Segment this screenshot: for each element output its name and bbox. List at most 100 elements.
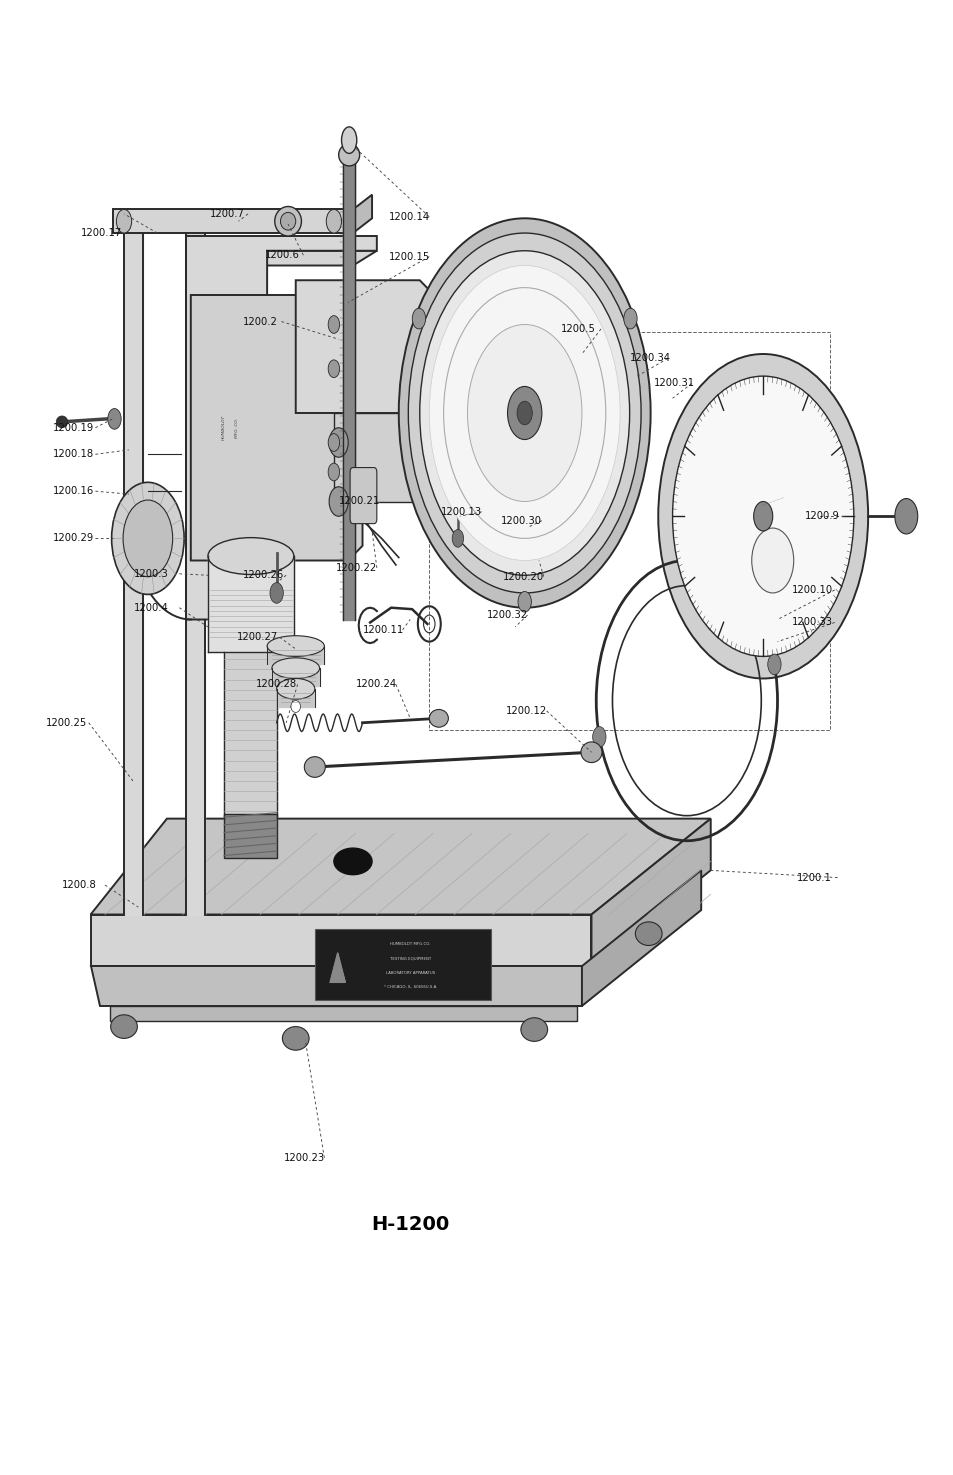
Text: 1200.13: 1200.13 bbox=[440, 507, 481, 516]
Polygon shape bbox=[295, 280, 434, 413]
Text: 1200.4: 1200.4 bbox=[133, 603, 168, 612]
Ellipse shape bbox=[291, 658, 300, 670]
Circle shape bbox=[623, 308, 637, 329]
FancyBboxPatch shape bbox=[314, 929, 491, 1000]
Text: 1200.26: 1200.26 bbox=[243, 571, 284, 580]
Circle shape bbox=[116, 209, 132, 233]
Text: 1200.3: 1200.3 bbox=[133, 569, 168, 578]
Text: 1200.24: 1200.24 bbox=[355, 680, 396, 689]
Circle shape bbox=[894, 499, 917, 534]
Ellipse shape bbox=[56, 416, 68, 428]
Polygon shape bbox=[112, 209, 353, 233]
Polygon shape bbox=[186, 236, 376, 620]
Text: 1200.18: 1200.18 bbox=[52, 450, 93, 459]
Text: 1200.20: 1200.20 bbox=[502, 572, 543, 581]
Text: 1200.32: 1200.32 bbox=[486, 611, 527, 620]
Circle shape bbox=[507, 386, 541, 440]
Polygon shape bbox=[186, 251, 376, 266]
Polygon shape bbox=[91, 819, 710, 914]
Ellipse shape bbox=[304, 757, 325, 777]
Text: ——————: —————— bbox=[760, 496, 784, 507]
Ellipse shape bbox=[267, 636, 324, 656]
Polygon shape bbox=[581, 870, 700, 1006]
Circle shape bbox=[517, 591, 531, 612]
Circle shape bbox=[328, 316, 339, 333]
Ellipse shape bbox=[635, 922, 661, 945]
Circle shape bbox=[328, 360, 339, 378]
Circle shape bbox=[592, 727, 605, 748]
Polygon shape bbox=[91, 914, 591, 966]
Ellipse shape bbox=[520, 1018, 547, 1041]
Text: 1200.23: 1200.23 bbox=[284, 1153, 325, 1162]
Text: 1200.17: 1200.17 bbox=[81, 229, 122, 237]
Circle shape bbox=[328, 434, 339, 451]
Ellipse shape bbox=[341, 127, 356, 153]
Circle shape bbox=[429, 266, 619, 560]
Polygon shape bbox=[224, 814, 276, 858]
Text: 1200.11: 1200.11 bbox=[362, 625, 403, 634]
Circle shape bbox=[517, 401, 532, 425]
Text: 1200.7: 1200.7 bbox=[210, 209, 245, 218]
Polygon shape bbox=[591, 819, 710, 966]
Ellipse shape bbox=[111, 1015, 137, 1038]
Text: 1200.22: 1200.22 bbox=[335, 563, 376, 572]
Circle shape bbox=[326, 209, 341, 233]
Circle shape bbox=[412, 308, 425, 329]
Circle shape bbox=[753, 502, 772, 531]
Text: HUMBOLDT: HUMBOLDT bbox=[222, 414, 226, 441]
Circle shape bbox=[419, 251, 629, 575]
Text: * CHICAGO, IL. 60656U.S.A.: * CHICAGO, IL. 60656U.S.A. bbox=[383, 985, 436, 988]
Polygon shape bbox=[330, 953, 345, 982]
Polygon shape bbox=[191, 295, 362, 560]
Text: HUMBOLDT MFG.CO.: HUMBOLDT MFG.CO. bbox=[390, 943, 430, 945]
Ellipse shape bbox=[291, 680, 300, 692]
Circle shape bbox=[329, 428, 348, 457]
Circle shape bbox=[398, 218, 650, 608]
Circle shape bbox=[270, 583, 283, 603]
Text: 1200.19: 1200.19 bbox=[52, 423, 93, 432]
Text: TESTING EQUIPMENT: TESTING EQUIPMENT bbox=[389, 957, 431, 960]
Text: MFG. CO.: MFG. CO. bbox=[234, 417, 238, 438]
Ellipse shape bbox=[280, 212, 295, 230]
FancyBboxPatch shape bbox=[350, 468, 376, 524]
Text: 1200.16: 1200.16 bbox=[52, 487, 93, 496]
Text: 1200.6: 1200.6 bbox=[265, 251, 300, 260]
Text: 1200.25: 1200.25 bbox=[46, 718, 87, 727]
Circle shape bbox=[751, 528, 793, 593]
Circle shape bbox=[767, 653, 781, 674]
Polygon shape bbox=[353, 195, 372, 233]
Text: 1200.27: 1200.27 bbox=[236, 633, 277, 642]
Text: 1200.15: 1200.15 bbox=[389, 252, 430, 261]
Polygon shape bbox=[91, 966, 581, 1006]
Ellipse shape bbox=[334, 848, 372, 875]
Circle shape bbox=[329, 487, 348, 516]
Text: 1200.1: 1200.1 bbox=[796, 873, 831, 882]
Circle shape bbox=[672, 376, 853, 656]
Circle shape bbox=[328, 463, 339, 481]
Text: 1200.30: 1200.30 bbox=[500, 516, 541, 525]
Circle shape bbox=[467, 324, 581, 502]
Circle shape bbox=[452, 530, 463, 547]
Text: LABORATORY APPARATUS: LABORATORY APPARATUS bbox=[385, 972, 435, 975]
Circle shape bbox=[108, 409, 121, 429]
Ellipse shape bbox=[276, 678, 314, 699]
Polygon shape bbox=[110, 1006, 577, 1021]
Text: 1200.10: 1200.10 bbox=[791, 586, 832, 594]
Text: 1200.29: 1200.29 bbox=[52, 534, 93, 543]
Ellipse shape bbox=[272, 658, 319, 678]
Text: 1200.28: 1200.28 bbox=[255, 680, 296, 689]
Circle shape bbox=[112, 482, 184, 594]
Circle shape bbox=[658, 354, 867, 678]
Text: 1200.12: 1200.12 bbox=[505, 707, 546, 715]
Text: 1200.5: 1200.5 bbox=[560, 324, 596, 333]
Text: 1200.34: 1200.34 bbox=[629, 354, 670, 363]
Ellipse shape bbox=[580, 742, 601, 763]
Polygon shape bbox=[334, 413, 434, 502]
Ellipse shape bbox=[274, 207, 301, 236]
Circle shape bbox=[123, 500, 172, 577]
Text: 1200.8: 1200.8 bbox=[62, 881, 96, 889]
Circle shape bbox=[408, 233, 640, 593]
Text: 1200.14: 1200.14 bbox=[389, 212, 430, 221]
Text: 1200.21: 1200.21 bbox=[338, 497, 379, 506]
Ellipse shape bbox=[338, 143, 359, 165]
